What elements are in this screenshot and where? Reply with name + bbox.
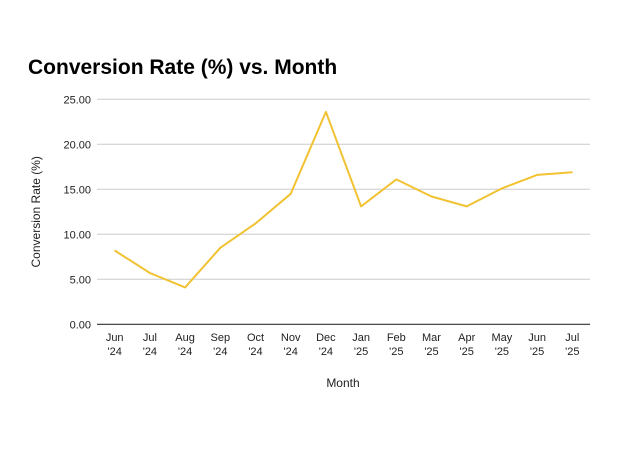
x-tick-label: Jun '25 <box>528 332 546 358</box>
data-point <box>114 250 116 251</box>
data-point <box>536 174 538 176</box>
data-point <box>395 178 397 180</box>
data-point <box>325 111 327 113</box>
x-tick-label: Oct '24 <box>247 332 264 358</box>
y-tick-label: 10.00 <box>63 229 91 241</box>
x-tick-label: Nov '24 <box>281 332 301 358</box>
x-tick-label: Aug '24 <box>175 332 195 358</box>
data-point <box>149 272 151 274</box>
y-tick-label: 5.00 <box>70 274 91 286</box>
x-tick-label: Jan '25 <box>352 332 370 358</box>
chart-title: Conversion Rate (%) vs. Month <box>28 56 338 79</box>
x-tick-label: Jul '25 <box>565 332 579 358</box>
data-point <box>219 247 221 249</box>
data-point <box>431 196 432 197</box>
y-tick-label: 25.00 <box>63 94 91 106</box>
x-tick-label: Mar '25 <box>422 332 441 358</box>
y-tick-label: 15.00 <box>63 184 91 196</box>
x-axis-title: Month <box>326 376 359 390</box>
series-line <box>114 110 573 289</box>
data-point <box>360 205 362 207</box>
data-point <box>466 205 468 207</box>
y-tick-label: 20.00 <box>63 139 91 151</box>
x-tick-label: Apr '25 <box>458 332 475 358</box>
y-tick-label: 0.00 <box>70 319 91 331</box>
data-point <box>290 193 292 195</box>
x-tick-label: Jun '24 <box>106 332 124 358</box>
data-point <box>184 286 186 288</box>
x-tick-label: Jul '24 <box>143 332 157 358</box>
data-point <box>571 171 573 173</box>
y-axis-title: Conversion Rate (%) <box>29 156 43 267</box>
x-tick-label: Feb '25 <box>387 332 406 358</box>
x-tick-label: May '25 <box>492 332 513 358</box>
x-tick-label: Dec '24 <box>316 332 336 358</box>
data-point <box>501 187 503 189</box>
data-point <box>255 223 256 224</box>
x-tick-label: Sep '24 <box>211 332 231 358</box>
